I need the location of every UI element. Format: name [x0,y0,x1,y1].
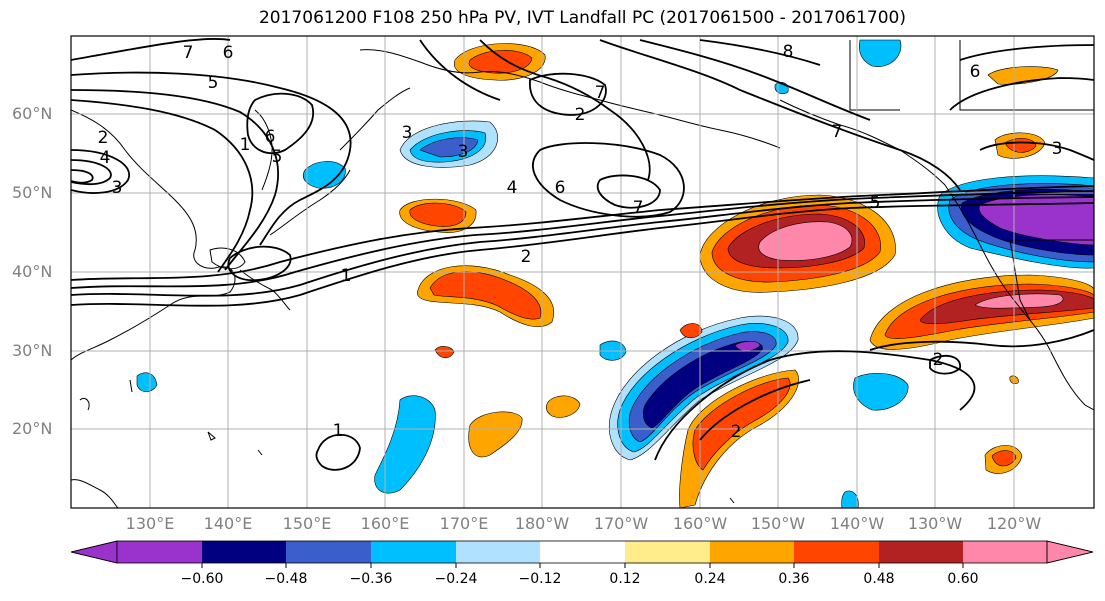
lon-label: 150°W [750,514,806,533]
contour-label: 3 [112,178,123,198]
colorbar-swatch [456,541,540,563]
contour-label: 3 [1052,139,1063,159]
positive-anomaly-patches [399,43,1094,508]
lon-label: 140°E [203,514,253,533]
colorbar-tick-label: −0.48 [264,571,308,587]
lat-label: 30°N [12,341,53,360]
coastlines [71,40,1094,508]
pv-contours [71,38,1094,471]
lat-label: 40°N [12,262,53,281]
contour-label: 4 [100,148,111,168]
colorbar-tick-label: −0.60 [180,571,224,587]
lat-label: 20°N [12,419,53,438]
contour-label: 5 [272,147,283,167]
colorbar-tick-label: 0.60 [947,571,979,587]
lon-label: 160°E [360,514,410,533]
colorbar-swatch [371,541,456,563]
contour-label: 1 [333,421,344,441]
contour-label: 6 [265,127,276,147]
contour-label: 1 [341,266,352,286]
negative-patch-japan-sea [302,161,346,189]
colorbar-tick-label: 0.36 [778,571,810,587]
colorbar-tick-label: −0.24 [434,571,478,587]
contour-label: 5 [208,73,219,93]
contour-labels: 7 6 5 2 4 3 1 6 5 3 2 7 3 4 6 7 2 8 7 5 … [98,42,1063,442]
contour-label: 7 [183,43,194,63]
colorbar-tick-label: 0.24 [694,571,726,587]
colorbar-swatch [286,541,371,563]
colorbar-swatch [117,541,202,563]
colorbar-swatch [963,541,1047,563]
lat-label: 50°N [12,183,53,202]
contour-label: 6 [223,43,234,63]
colorbar-swatch [202,541,286,563]
contour-label: 2 [98,128,109,148]
lon-label: 130°W [907,514,963,533]
colorbar-tick-label: −0.36 [349,571,393,587]
contour-label: 7 [832,122,843,142]
colorbar-swatch [540,541,625,563]
colorbar-tick-label: 0.12 [609,571,641,587]
colorbar [70,540,1094,564]
lon-label: 160°W [672,514,728,533]
map-title: 2017061200 F108 250 hPa PV, IVT Landfall… [258,8,906,28]
negative-anomaly-patches [136,39,1094,508]
contour-label: 3 [402,123,413,143]
colorbar-ticks [201,563,964,568]
lon-label: 140°W [829,514,885,533]
lon-label: 170°E [439,514,489,533]
contour-label: 4 [507,178,518,198]
contour-label: 7 [633,198,644,218]
lon-label: 130°E [125,514,175,533]
contour-label: 2 [731,422,742,442]
lon-label: 170°W [593,514,649,533]
map-frame [70,35,1095,509]
contour-label: 6 [555,178,566,198]
colorbar-swatch [879,541,963,563]
contour-label: 3 [458,142,469,162]
lat-label: 60°N [12,104,53,123]
colorbar-swatch [625,541,710,563]
lon-label: 180°W [514,514,570,533]
colorbar-tick-label: 0.48 [863,571,895,587]
colorbar-extend-low [70,540,118,564]
contour-label: 8 [783,42,794,62]
contour-label: 7 [595,83,606,103]
contour-label: 2 [521,247,532,267]
contour-label: 6 [970,62,981,82]
colorbar-swatch [794,541,879,563]
colorbar-tick-label: −0.12 [518,571,562,587]
contour-label: 1 [240,135,251,155]
colorbar-extend-high [1046,540,1094,564]
contour-label: 2 [933,350,944,370]
contour-label: 5 [870,193,881,213]
lon-label: 150°E [282,514,332,533]
contour-label: 2 [575,105,586,125]
colorbar-swatch [710,541,794,563]
lon-label: 120°W [986,514,1042,533]
